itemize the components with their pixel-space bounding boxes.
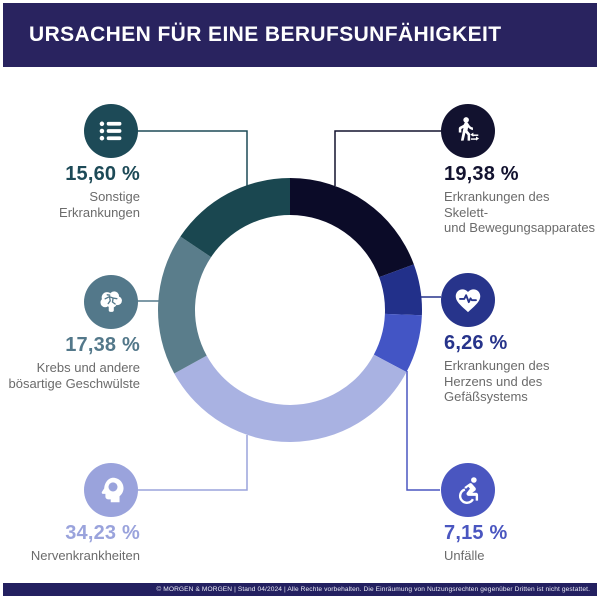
donut-segment-5 bbox=[180, 178, 290, 258]
donut-segment-3 bbox=[174, 354, 407, 443]
donut-segment-0 bbox=[290, 178, 414, 278]
donut-ring bbox=[158, 178, 422, 443]
connector-nerven bbox=[137, 435, 248, 491]
label-unfaelle: Unfälle bbox=[444, 548, 485, 563]
label-nerven: Nervenkrankheiten bbox=[30, 548, 140, 563]
heart-pulse-icon bbox=[441, 273, 495, 327]
percent-skelett: 19,38 % bbox=[444, 163, 519, 185]
callout-skelett: 19,38 % Erkrankungen des Skelett- und Be… bbox=[441, 104, 597, 236]
connector-unfaelle bbox=[406, 371, 440, 491]
list-icon bbox=[84, 104, 138, 158]
percent-herz: 6,26 % bbox=[444, 332, 508, 354]
callout-herz: 6,26 % Erkrankungen des Herzens und des … bbox=[441, 273, 597, 405]
percent-unfaelle: 7,15 % bbox=[444, 522, 508, 544]
callout-nervenkrankheiten: 34,23 % Nervenkrankheiten bbox=[0, 463, 140, 564]
donut-segment-1 bbox=[379, 264, 422, 316]
footer-copyright: © MORGEN & MORGEN | Stand 04/2024 | Alle… bbox=[156, 586, 590, 593]
donut-segment-2 bbox=[373, 313, 422, 373]
wheelchair-icon bbox=[441, 463, 495, 517]
callout-unfaelle: 7,15 % Unfälle bbox=[441, 463, 597, 564]
head-mind-icon bbox=[84, 463, 138, 517]
label-herz: Erkrankungen des Herzens und des Gefäßsy… bbox=[444, 358, 550, 404]
percent-nerven: 34,23 % bbox=[65, 522, 140, 544]
label-skelett: Erkrankungen des Skelett- und Bewegungsa… bbox=[444, 189, 596, 235]
label-sonstige: Sonstige Erkrankungen bbox=[59, 189, 140, 220]
donut-segment-4 bbox=[158, 236, 212, 374]
page-title: URSACHEN FÜR EINE BERUFSUNFÄHIGKEIT bbox=[29, 23, 502, 46]
header-bar: URSACHEN FÜR EINE BERUFSUNFÄHIGKEIT bbox=[3, 3, 597, 67]
connector-sonstige bbox=[137, 130, 248, 186]
brain-icon bbox=[84, 275, 138, 329]
percent-sonstige: 15,60 % bbox=[65, 163, 140, 185]
label-krebs: Krebs und andere bösartige Geschwülste bbox=[8, 360, 140, 391]
callout-sonstige-erkrankungen: 15,60 % Sonstige Erkrankungen bbox=[0, 104, 140, 220]
percent-krebs: 17,38 % bbox=[65, 334, 140, 356]
walking-person-icon bbox=[441, 104, 495, 158]
footer-bar: © MORGEN & MORGEN | Stand 04/2024 | Alle… bbox=[3, 583, 597, 596]
callout-krebs: 17,38 % Krebs und andere bösartige Gesch… bbox=[0, 275, 140, 391]
connector-skelett bbox=[334, 130, 441, 186]
